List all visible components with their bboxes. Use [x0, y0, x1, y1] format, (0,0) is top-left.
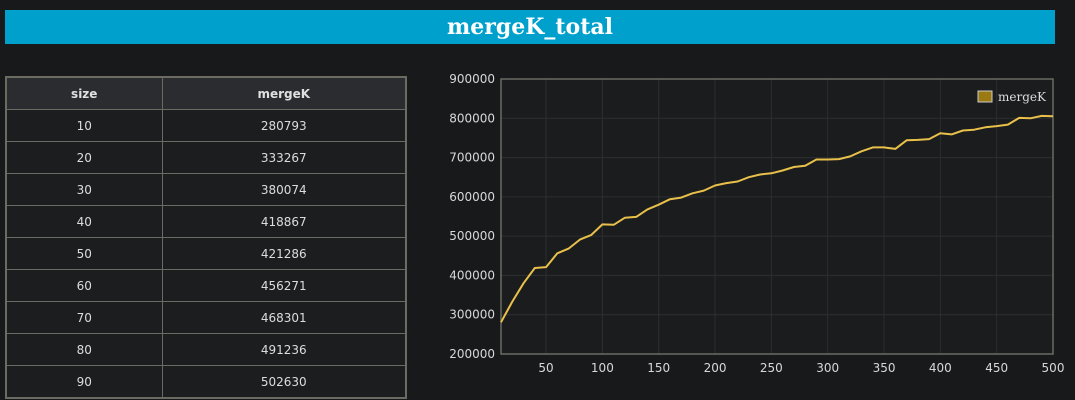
- y-tick-label: 300000: [449, 308, 495, 322]
- table-header-row: size mergeK: [5, 76, 407, 110]
- legend-label: mergeK: [998, 90, 1047, 104]
- legend-swatch: [977, 90, 993, 103]
- size-cell: 80: [5, 333, 163, 366]
- x-tick-label: 50: [538, 361, 553, 375]
- table-row: 90 502630: [5, 365, 407, 399]
- size-cell: 90: [5, 365, 163, 399]
- x-tick-label: 450: [985, 361, 1008, 375]
- series-line-mergeK: [500, 114, 1054, 323]
- chart-container: 200000 300000 400000 500000 600000 700000 8000…: [440, 65, 1065, 400]
- size-cell: 20: [5, 141, 163, 174]
- mergek-cell: 456271: [161, 269, 407, 302]
- y-tick-label: 500000: [449, 229, 495, 243]
- table-row: 60 456271: [5, 269, 407, 302]
- plot-area: [501, 79, 1053, 354]
- table-body: 10 280793 20 333267 30 380074 40 418867 50 421286…: [5, 109, 407, 399]
- x-tick-label: 250: [760, 361, 783, 375]
- x-tick-label: 400: [929, 361, 952, 375]
- size-cell: 40: [5, 205, 163, 238]
- table-row: 80 491236: [5, 333, 407, 366]
- x-tick-label: 150: [647, 361, 670, 375]
- size-cell: 10: [5, 109, 163, 142]
- data-table: size mergeK 10 280793 20 333267 30 380074 40 41…: [5, 76, 407, 399]
- table-row: 70 468301: [5, 301, 407, 334]
- table-row: 20 333267: [5, 141, 407, 174]
- mergek-cell: 280793: [161, 109, 407, 142]
- y-tick-label: 400000: [449, 268, 495, 282]
- plot-frame: [500, 78, 1054, 355]
- x-tick-label: 300: [816, 361, 839, 375]
- y-tick-label: 900000: [449, 72, 495, 86]
- size-cell: 30: [5, 173, 163, 206]
- x-tick-label: 100: [591, 361, 614, 375]
- x-tick-label: 500: [1042, 361, 1065, 375]
- size-cell: 60: [5, 269, 163, 302]
- mergek-cell: 380074: [161, 173, 407, 206]
- y-tick-label: 700000: [449, 151, 495, 165]
- mergek-cell: 421286: [161, 237, 407, 270]
- x-tick-label: 350: [873, 361, 896, 375]
- y-tick-label: 200000: [449, 347, 495, 361]
- size-cell: 70: [5, 301, 163, 334]
- column-header-size: size: [5, 76, 163, 110]
- page-title: mergeK_total: [5, 10, 1055, 44]
- y-tick-label: 800000: [449, 111, 495, 125]
- mergek-cell: 491236: [161, 333, 407, 366]
- column-header-mergek: mergeK: [161, 76, 407, 110]
- table-row: 10 280793: [5, 109, 407, 142]
- y-tick-label: 600000: [449, 190, 495, 204]
- mergek-cell: 468301: [161, 301, 407, 334]
- line-chart: 200000 300000 400000 500000 600000 700000 8000…: [449, 72, 1065, 375]
- table-row: 50 421286: [5, 237, 407, 270]
- size-cell: 50: [5, 237, 163, 270]
- table-row: 30 380074: [5, 173, 407, 206]
- mergek-cell: 418867: [161, 205, 407, 238]
- mergek-cell: 333267: [161, 141, 407, 174]
- mergek-cell: 502630: [161, 365, 407, 399]
- x-tick-label: 200: [704, 361, 727, 375]
- table-row: 40 418867: [5, 205, 407, 238]
